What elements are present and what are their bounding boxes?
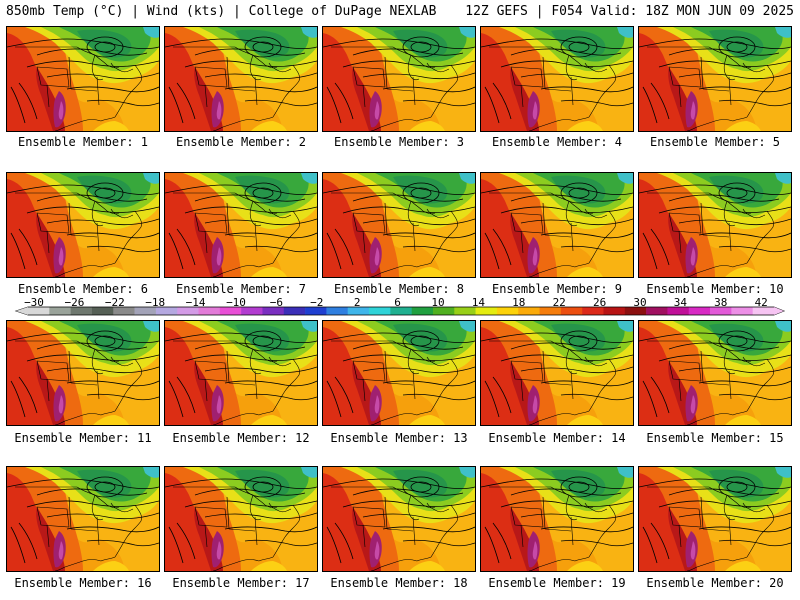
ensemble-member-label: Ensemble Member: 12 — [172, 431, 310, 445]
colorbar-tick-label: 14 — [471, 296, 486, 309]
colorbar-tick-label: 38 — [714, 296, 728, 309]
ensemble-member-label: Ensemble Member: 16 — [14, 576, 152, 590]
colorbar-swatch — [560, 307, 583, 315]
ensemble-map-panel — [638, 466, 792, 572]
ensemble-member-label: Ensemble Member: 9 — [491, 282, 623, 296]
model-run-info: 12Z GEFS | F054 Valid: 18Z MON JUN 09 20… — [465, 4, 794, 19]
colorbar-tick-label: 22 — [552, 296, 566, 309]
ensemble-map-panel — [6, 26, 160, 132]
colorbar-swatch — [603, 307, 626, 315]
ensemble-map-panel — [480, 172, 634, 278]
ensemble-map-panel — [480, 466, 634, 572]
colorbar-swatch — [28, 307, 50, 315]
colorbar-swatch — [518, 307, 540, 315]
ensemble-map-panel — [322, 172, 476, 278]
colorbar-swatch — [454, 307, 476, 315]
ensemble-member-label: Ensemble Member: 11 — [14, 431, 152, 445]
ensemble-map-panel — [322, 320, 476, 426]
colorbar-swatch — [539, 307, 562, 315]
colorbar-swatch — [475, 307, 498, 315]
ensemble-member-label: Ensemble Member: 3 — [333, 135, 465, 149]
colorbar-tick-label: −18 — [145, 296, 166, 309]
ensemble-member-label: Ensemble Member: 20 — [646, 576, 784, 590]
colorbar-tick-label: 18 — [512, 296, 526, 309]
ensemble-member-label: Ensemble Member: 2 — [175, 135, 307, 149]
colorbar-swatch — [70, 307, 93, 315]
ensemble-map-panel — [164, 466, 318, 572]
ensemble-member-label: Ensemble Member: 7 — [175, 282, 307, 296]
ensemble-member-label: Ensemble Member: 13 — [330, 431, 468, 445]
colorbar-min-arrow — [16, 307, 28, 315]
colorbar-tick-label: 26 — [592, 296, 607, 309]
colorbar-tick-label: 10 — [431, 296, 445, 309]
colorbar-swatch — [432, 307, 455, 315]
colorbar-tick-label: 30 — [633, 296, 647, 309]
colorbar-tick-label: −14 — [185, 296, 206, 309]
ensemble-member-label: Ensemble Member: 5 — [649, 135, 781, 149]
ensemble-member-label: Ensemble Member: 10 — [646, 282, 784, 296]
ensemble-member-label: Ensemble Member: 8 — [333, 282, 465, 296]
ensemble-map-panel — [164, 26, 318, 132]
ensemble-map-panel — [638, 26, 792, 132]
colorbar-tick-label: −26 — [64, 296, 85, 309]
ensemble-map-panel — [164, 320, 318, 426]
colorbar-tick-label: −2 — [310, 296, 324, 309]
ensemble-member-label: Ensemble Member: 19 — [488, 576, 626, 590]
colorbar-max-arrow — [774, 307, 784, 315]
ensemble-map-panel — [6, 320, 160, 426]
colorbar-swatch — [283, 307, 306, 315]
ensemble-map-panel — [638, 320, 792, 426]
colorbar-swatch — [113, 307, 135, 315]
ensemble-map-panel — [322, 466, 476, 572]
ensemble-member-label: Ensemble Member: 6 — [17, 282, 149, 296]
colorbar-swatch — [646, 307, 668, 315]
map-title: 850mb Temp (°C) | Wind (kts) | College o… — [6, 4, 437, 19]
colorbar-swatch — [710, 307, 732, 315]
colorbar-tick-label: −6 — [269, 296, 284, 309]
colorbar-swatch — [326, 307, 349, 315]
colorbar-tick-label: −10 — [226, 296, 246, 309]
ensemble-member-label: Ensemble Member: 15 — [646, 431, 784, 445]
colorbar-swatch — [369, 307, 391, 315]
colorbar-swatch — [134, 307, 157, 315]
ensemble-map-panel — [638, 172, 792, 278]
colorbar-swatch — [198, 307, 221, 315]
colorbar-tick-label: −30 — [24, 296, 44, 309]
ensemble-member-label: Ensemble Member: 14 — [488, 431, 626, 445]
colorbar-swatch — [390, 307, 412, 315]
colorbar-swatch — [752, 307, 775, 315]
colorbar-swatch — [219, 307, 242, 315]
colorbar-tick-label: 42 — [754, 296, 768, 309]
colorbar-swatch — [177, 307, 199, 315]
colorbar-tick-label: 2 — [353, 296, 361, 309]
colorbar-swatch — [411, 307, 434, 315]
colorbar-swatch — [49, 307, 71, 315]
colorbar-swatch — [155, 307, 178, 315]
colorbar-swatch — [667, 307, 690, 315]
colorbar-swatch — [731, 307, 753, 315]
colorbar-swatch — [262, 307, 285, 315]
ensemble-member-label: Ensemble Member: 4 — [491, 135, 623, 149]
colorbar-tick-label: −22 — [104, 296, 125, 309]
colorbar-swatch — [582, 307, 604, 315]
ensemble-member-label: Ensemble Member: 17 — [172, 576, 310, 590]
colorbar-swatch — [688, 307, 711, 315]
temperature-colorbar — [14, 306, 786, 316]
colorbar-swatch — [305, 307, 327, 315]
ensemble-map-panel — [6, 172, 160, 278]
ensemble-map-panel — [480, 26, 634, 132]
ensemble-map-panel — [164, 172, 318, 278]
colorbar-tick-label: 6 — [394, 296, 401, 309]
ensemble-member-label: Ensemble Member: 1 — [17, 135, 149, 149]
ensemble-map-panel — [6, 466, 160, 572]
colorbar-swatch — [624, 307, 647, 315]
colorbar-swatch — [496, 307, 519, 315]
ensemble-map-panel — [480, 320, 634, 426]
colorbar-swatch — [91, 307, 114, 315]
ensemble-map-panel — [322, 26, 476, 132]
ensemble-member-label: Ensemble Member: 18 — [330, 576, 468, 590]
colorbar-swatch — [347, 307, 370, 315]
colorbar-swatch — [241, 307, 263, 315]
colorbar-tick-label: 34 — [673, 296, 688, 309]
